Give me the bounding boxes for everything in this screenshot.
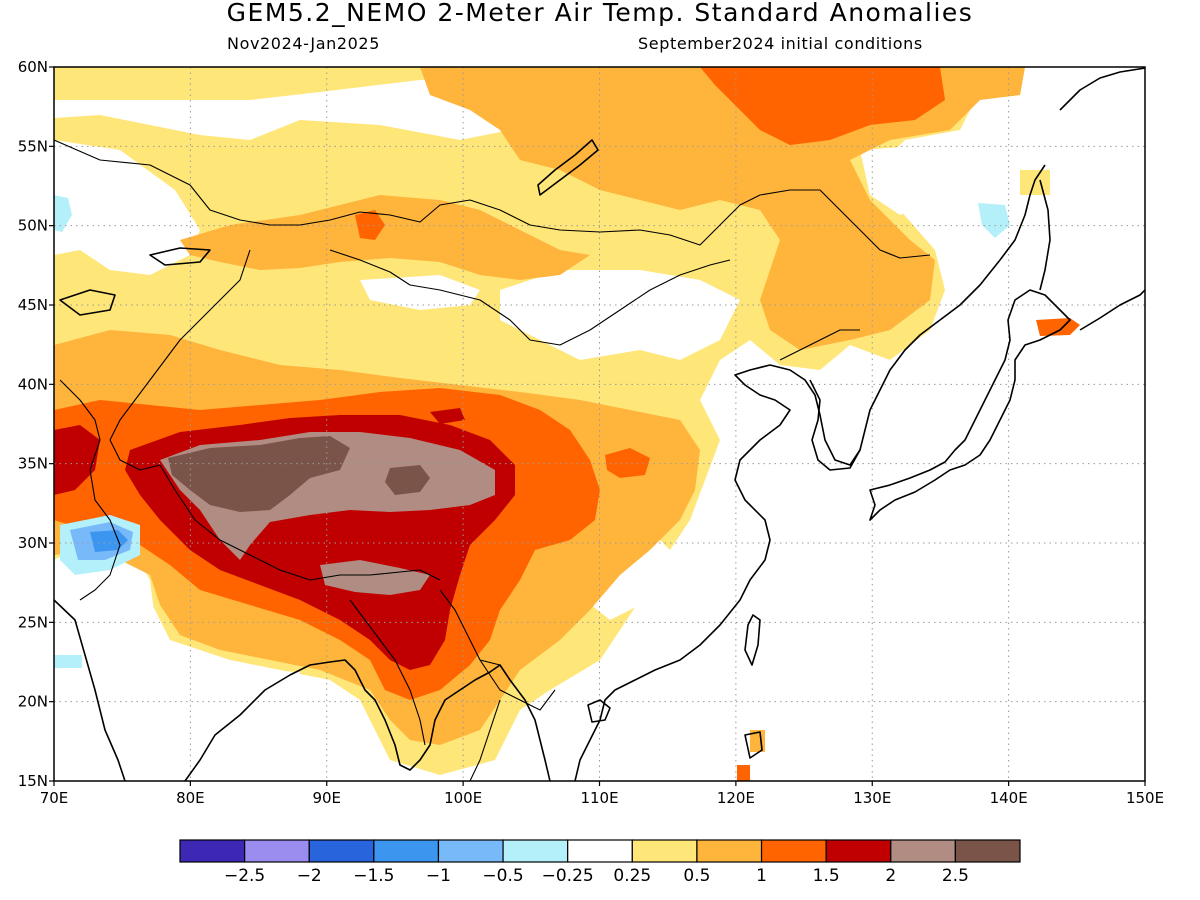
map-grid	[54, 67, 1145, 781]
colorbar-label: −0.25	[542, 866, 594, 886]
anomaly-region-1-1.5	[1036, 318, 1080, 336]
colorbar-swatch	[696, 839, 763, 863]
coastline-baikal	[537, 139, 599, 196]
anomaly-region-neutral	[360, 275, 480, 310]
anomaly-region-neg0.5	[978, 203, 1010, 238]
coastline-kamchatka	[1059, 67, 1145, 111]
colorbar-label: 2	[885, 866, 896, 886]
lon-tick-label: 110E	[580, 789, 618, 807]
colorbar-swatch	[631, 839, 698, 863]
colorbar-swatch	[760, 839, 827, 863]
coastline-taiwan	[744, 614, 761, 666]
anomaly-field	[54, 67, 1080, 781]
map-title: GEM5.2_NEMO 2-Meter Air Temp. Standard A…	[226, 0, 974, 27]
colorbar-swatch	[308, 839, 375, 863]
coastline-aral	[59, 289, 116, 316]
lat-tick-label: 60N	[18, 58, 48, 76]
colorbar-label: −0.5	[482, 866, 523, 886]
anomaly-region-neutral	[54, 75, 520, 140]
lon-tick-label: 90E	[312, 789, 341, 807]
anomaly-region-neutral	[54, 140, 200, 275]
axis-labels: 70E 80E 90E 100E 110E 120E 130E 140E 150E 15N 20N 2…	[18, 58, 1164, 807]
lat-tick-label: 35N	[18, 455, 48, 473]
border-himalaya	[159, 464, 441, 581]
anomaly-region-1-1.5	[737, 765, 750, 781]
anomaly-region-neg0.5	[54, 195, 72, 232]
lon-tick-label: 100E	[444, 789, 482, 807]
anomaly-region-0.5-1	[180, 195, 590, 280]
colorbar-label: 0.25	[613, 866, 651, 886]
lat-tick-label: 40N	[18, 375, 48, 393]
colorbar: −2.5 −2 −1.5 −1 −0.5 −0.25 0.25 0.5 1 1.5 2 2.5	[179, 839, 1021, 886]
coastline-kurils	[1079, 289, 1145, 331]
coastline-mainland	[54, 164, 1046, 781]
colorbar-label: 1.5	[813, 866, 840, 886]
border-china-west	[109, 249, 251, 471]
lat-tick-label: 50N	[18, 217, 48, 235]
lat-tick-label: 30N	[18, 534, 48, 552]
coastline-luzon	[744, 731, 763, 759]
lon-tick-label: 80E	[176, 789, 205, 807]
anomaly-region-1-1.5	[700, 67, 945, 145]
anomaly-region-gt2.5	[168, 436, 350, 512]
anomaly-region-2-2.5	[320, 560, 430, 595]
colorbar-swatch	[373, 839, 440, 863]
colorbar-swatch	[825, 839, 892, 863]
colorbar-swatch	[890, 839, 956, 863]
anomaly-region-1-1.5	[355, 210, 385, 240]
anomaly-region-neutral	[54, 540, 300, 781]
colorbar-label: −2	[297, 866, 322, 886]
lon-tick-label: 130E	[853, 789, 891, 807]
anomaly-region-neutral	[860, 145, 960, 215]
colorbar-label: 0.5	[683, 866, 710, 886]
lat-tick-label: 25N	[18, 613, 48, 631]
anomaly-region-1.5-2	[430, 408, 465, 424]
lon-tick-label: 70E	[40, 789, 69, 807]
coastline-korea	[809, 379, 861, 471]
border-indochina	[439, 589, 556, 781]
anomaly-region-neutral	[500, 270, 740, 360]
colorbar-label: 2.5	[942, 866, 969, 886]
coastline-hainan	[587, 699, 611, 723]
coastline-sakhalin	[1039, 179, 1051, 291]
anomaly-region-0.5-1	[420, 67, 1025, 350]
colorbar-swatch	[954, 839, 1021, 863]
coastline-balkhash	[149, 247, 211, 266]
anomaly-region-neg1.5	[90, 530, 128, 552]
coastline-japan	[869, 289, 1071, 521]
border-mongolia-south	[329, 249, 731, 346]
coastlines	[54, 67, 1145, 781]
lon-tick-label: 140E	[990, 789, 1028, 807]
colorbar-label: 1	[756, 866, 767, 886]
anomaly-region-gt2.5	[385, 465, 430, 495]
colorbar-label: −1	[426, 866, 451, 886]
colorbar-swatch	[179, 839, 246, 863]
colorbar-swatch	[567, 839, 633, 863]
lon-tick-label: 150E	[1126, 789, 1164, 807]
colorbar-label: −2.5	[224, 866, 265, 886]
initial-conditions-label: September2024 initial conditions	[638, 34, 923, 53]
colorbar-label: −1.5	[353, 866, 394, 886]
lat-tick-label: 55N	[18, 137, 48, 155]
border-china-korea	[779, 329, 860, 361]
lat-tick-label: 15N	[18, 772, 48, 790]
border-russia-south	[54, 139, 931, 259]
forecast-period: Nov2024-Jan2025	[227, 34, 380, 53]
lat-tick-label: 45N	[18, 296, 48, 314]
anomaly-region-1-1.5	[605, 448, 650, 478]
country-borders	[54, 139, 931, 781]
anomaly-region-neg0.5	[54, 655, 82, 668]
border-india-myanmar	[349, 599, 426, 746]
border-pakistan	[59, 379, 121, 601]
colorbar-swatch	[437, 839, 504, 863]
lon-tick-label: 120E	[717, 789, 755, 807]
anomaly-region-1.5-2	[54, 425, 100, 495]
lat-tick-label: 20N	[18, 693, 48, 711]
colorbar-swatch	[502, 839, 569, 863]
colorbar-swatch	[244, 839, 310, 863]
